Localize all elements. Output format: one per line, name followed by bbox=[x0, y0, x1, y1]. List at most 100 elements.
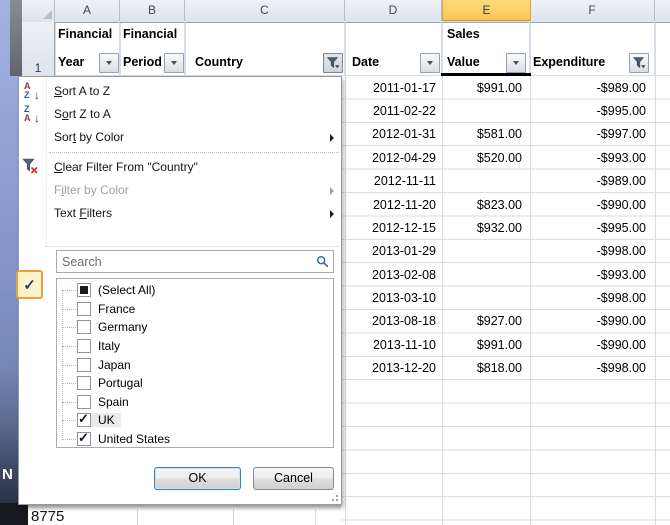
menu-item[interactable]: A Z ↓ Sort A to Z bbox=[19, 80, 341, 103]
column-header-F[interactable]: F bbox=[530, 0, 655, 21]
cell-date[interactable]: 2012-01-31 bbox=[372, 127, 436, 142]
column-header-B[interactable]: B bbox=[120, 0, 185, 21]
menu-item[interactable]: Filter by Color bbox=[19, 179, 341, 202]
cell-expenditure[interactable]: -$998.00 bbox=[596, 291, 646, 306]
cell-expenditure[interactable]: -$995.00 bbox=[596, 104, 646, 119]
filter-list-item-label: Spain bbox=[98, 394, 129, 409]
menu-item-icon bbox=[22, 128, 45, 147]
cell-expenditure[interactable]: -$995.00 bbox=[596, 220, 646, 235]
cell-sales-value[interactable]: $991.00 bbox=[476, 337, 522, 352]
checkbox-unchecked[interactable] bbox=[77, 376, 91, 391]
menu-item[interactable]: Clear Filter From "Country" bbox=[19, 156, 341, 179]
checkbox-unchecked[interactable] bbox=[77, 301, 91, 316]
cell-date[interactable]: 2013-11-10 bbox=[372, 337, 436, 352]
row-header-1[interactable]: 1 bbox=[22, 22, 55, 79]
ok-button[interactable]: OK bbox=[154, 467, 241, 490]
cell-date[interactable]: 2012-11-11 bbox=[373, 174, 436, 189]
cell-expenditure[interactable]: -$993.00 bbox=[596, 267, 646, 282]
cell-expenditure[interactable]: -$998.00 bbox=[596, 244, 646, 259]
header-text: Financial bbox=[58, 27, 113, 41]
table-row: 2012-11-11 -$989.00 bbox=[345, 170, 655, 193]
checkbox-indeterminate[interactable] bbox=[77, 283, 91, 298]
table-row: 2011-01-17 $991.00 -$989.00 bbox=[345, 76, 655, 99]
filter-dropdown-button-A[interactable] bbox=[99, 53, 119, 73]
filter-list-item[interactable]: Spain bbox=[57, 393, 333, 412]
cell-expenditure[interactable]: -$989.00 bbox=[596, 174, 646, 189]
cell-expenditure[interactable]: -$998.00 bbox=[596, 361, 646, 376]
cell-date[interactable]: 2011-01-17 bbox=[372, 80, 436, 95]
cell-B1[interactable]: Financial Period bbox=[120, 22, 185, 75]
table-row: 2013-12-20 $818.00 -$998.00 bbox=[345, 357, 655, 380]
filter-list-item-label: UK bbox=[98, 413, 115, 428]
cell-D1[interactable]: Date bbox=[345, 22, 442, 75]
sort-za-icon: Z A ↓ bbox=[24, 104, 40, 126]
menu-item[interactable]: Text Filters bbox=[19, 202, 341, 225]
header-text: Date bbox=[352, 55, 380, 69]
cell-expenditure[interactable]: -$993.00 bbox=[596, 150, 646, 165]
cell-expenditure[interactable]: -$990.00 bbox=[596, 197, 646, 212]
cell-E1[interactable]: Sales Value bbox=[442, 22, 530, 75]
cell-date[interactable]: 2013-02-08 bbox=[372, 267, 436, 282]
filter-list-item[interactable]: (Select All) bbox=[57, 281, 333, 300]
resize-grip[interactable] bbox=[329, 492, 339, 502]
checkbox-unchecked[interactable] bbox=[77, 394, 91, 409]
cell-sales-value[interactable]: $932.00 bbox=[476, 220, 522, 235]
funnel-icon bbox=[632, 57, 645, 69]
column-header-G[interactable] bbox=[655, 0, 670, 21]
cell-sales-value[interactable]: $581.00 bbox=[476, 127, 522, 142]
cell-date[interactable]: 2011-02-22 bbox=[372, 104, 436, 119]
checkbox-unchecked[interactable] bbox=[77, 320, 91, 335]
cell-expenditure[interactable]: -$990.00 bbox=[596, 337, 646, 352]
checkbox-checked[interactable] bbox=[77, 430, 91, 447]
filter-list-item[interactable]: Portugal bbox=[57, 374, 333, 393]
cell-date[interactable]: 2013-08-18 bbox=[372, 314, 436, 329]
filter-dropdown-button-E[interactable] bbox=[506, 53, 526, 73]
checkbox-checked[interactable] bbox=[77, 411, 91, 428]
cell-expenditure[interactable]: -$989.00 bbox=[596, 80, 646, 95]
filter-funnel-button-C[interactable] bbox=[323, 53, 343, 73]
filter-list-item[interactable]: United States bbox=[57, 430, 333, 447]
menu-item-label: Sort Z to A bbox=[54, 107, 111, 121]
cell-date[interactable]: 2013-12-20 bbox=[372, 361, 436, 376]
cell-date[interactable]: 2013-01-29 bbox=[372, 244, 436, 259]
filter-dropdown-button-D[interactable] bbox=[420, 53, 440, 73]
column-header-D[interactable]: D bbox=[345, 0, 442, 21]
cell-sales-value[interactable]: $823.00 bbox=[476, 197, 522, 212]
confirm-check-button[interactable]: ✓ bbox=[16, 270, 43, 299]
header-text: Financial bbox=[123, 27, 178, 41]
menu-item[interactable]: Sort by Color bbox=[19, 126, 341, 149]
cell-date[interactable]: 2012-04-29 bbox=[372, 150, 436, 165]
background-window-strip: 8775 bbox=[28, 505, 341, 525]
cell-sales-value[interactable]: $520.00 bbox=[476, 150, 522, 165]
column-header-C[interactable]: C bbox=[185, 0, 345, 21]
cell-date[interactable]: 2012-12-15 bbox=[372, 220, 436, 235]
filter-list-item[interactable]: Germany bbox=[57, 318, 333, 337]
cell-expenditure[interactable]: -$990.00 bbox=[596, 314, 646, 329]
filter-list-item[interactable]: Japan bbox=[57, 355, 333, 374]
column-header-A[interactable]: A bbox=[55, 0, 120, 21]
filter-value-list: (Select All) France Germany Italy Japan … bbox=[56, 278, 334, 448]
filter-list-item[interactable]: France bbox=[57, 300, 333, 319]
cell-A1[interactable]: Financial Year bbox=[55, 22, 120, 75]
cell-date[interactable]: 2013-03-10 bbox=[372, 291, 436, 306]
filter-list-item[interactable]: UK bbox=[57, 411, 333, 430]
cell-expenditure[interactable]: -$997.00 bbox=[596, 127, 646, 142]
cancel-button[interactable]: Cancel bbox=[253, 467, 334, 490]
cell-sales-value[interactable]: $818.00 bbox=[476, 361, 522, 376]
header-text: Country bbox=[195, 55, 243, 69]
filter-dropdown-button-B[interactable] bbox=[164, 53, 184, 73]
cell-date[interactable]: 2012-11-20 bbox=[372, 197, 436, 212]
cell-F1[interactable]: Expenditure bbox=[530, 22, 655, 75]
column-header-E-selected[interactable]: E bbox=[442, 0, 531, 21]
filter-list-item[interactable]: Italy bbox=[57, 337, 333, 356]
checkbox-unchecked[interactable] bbox=[77, 357, 91, 372]
checkbox-unchecked[interactable] bbox=[77, 339, 91, 354]
cell-sales-value[interactable]: $927.00 bbox=[476, 314, 522, 329]
search-icon[interactable] bbox=[316, 255, 329, 268]
cell-sales-value[interactable]: $991.00 bbox=[476, 80, 522, 95]
filter-funnel-button-F[interactable] bbox=[629, 53, 649, 73]
menu-item[interactable]: Z A ↓ Sort Z to A bbox=[19, 103, 341, 126]
cell-C1[interactable]: Country bbox=[185, 22, 345, 75]
search-input[interactable] bbox=[57, 251, 314, 271]
select-all-corner[interactable] bbox=[22, 0, 55, 21]
